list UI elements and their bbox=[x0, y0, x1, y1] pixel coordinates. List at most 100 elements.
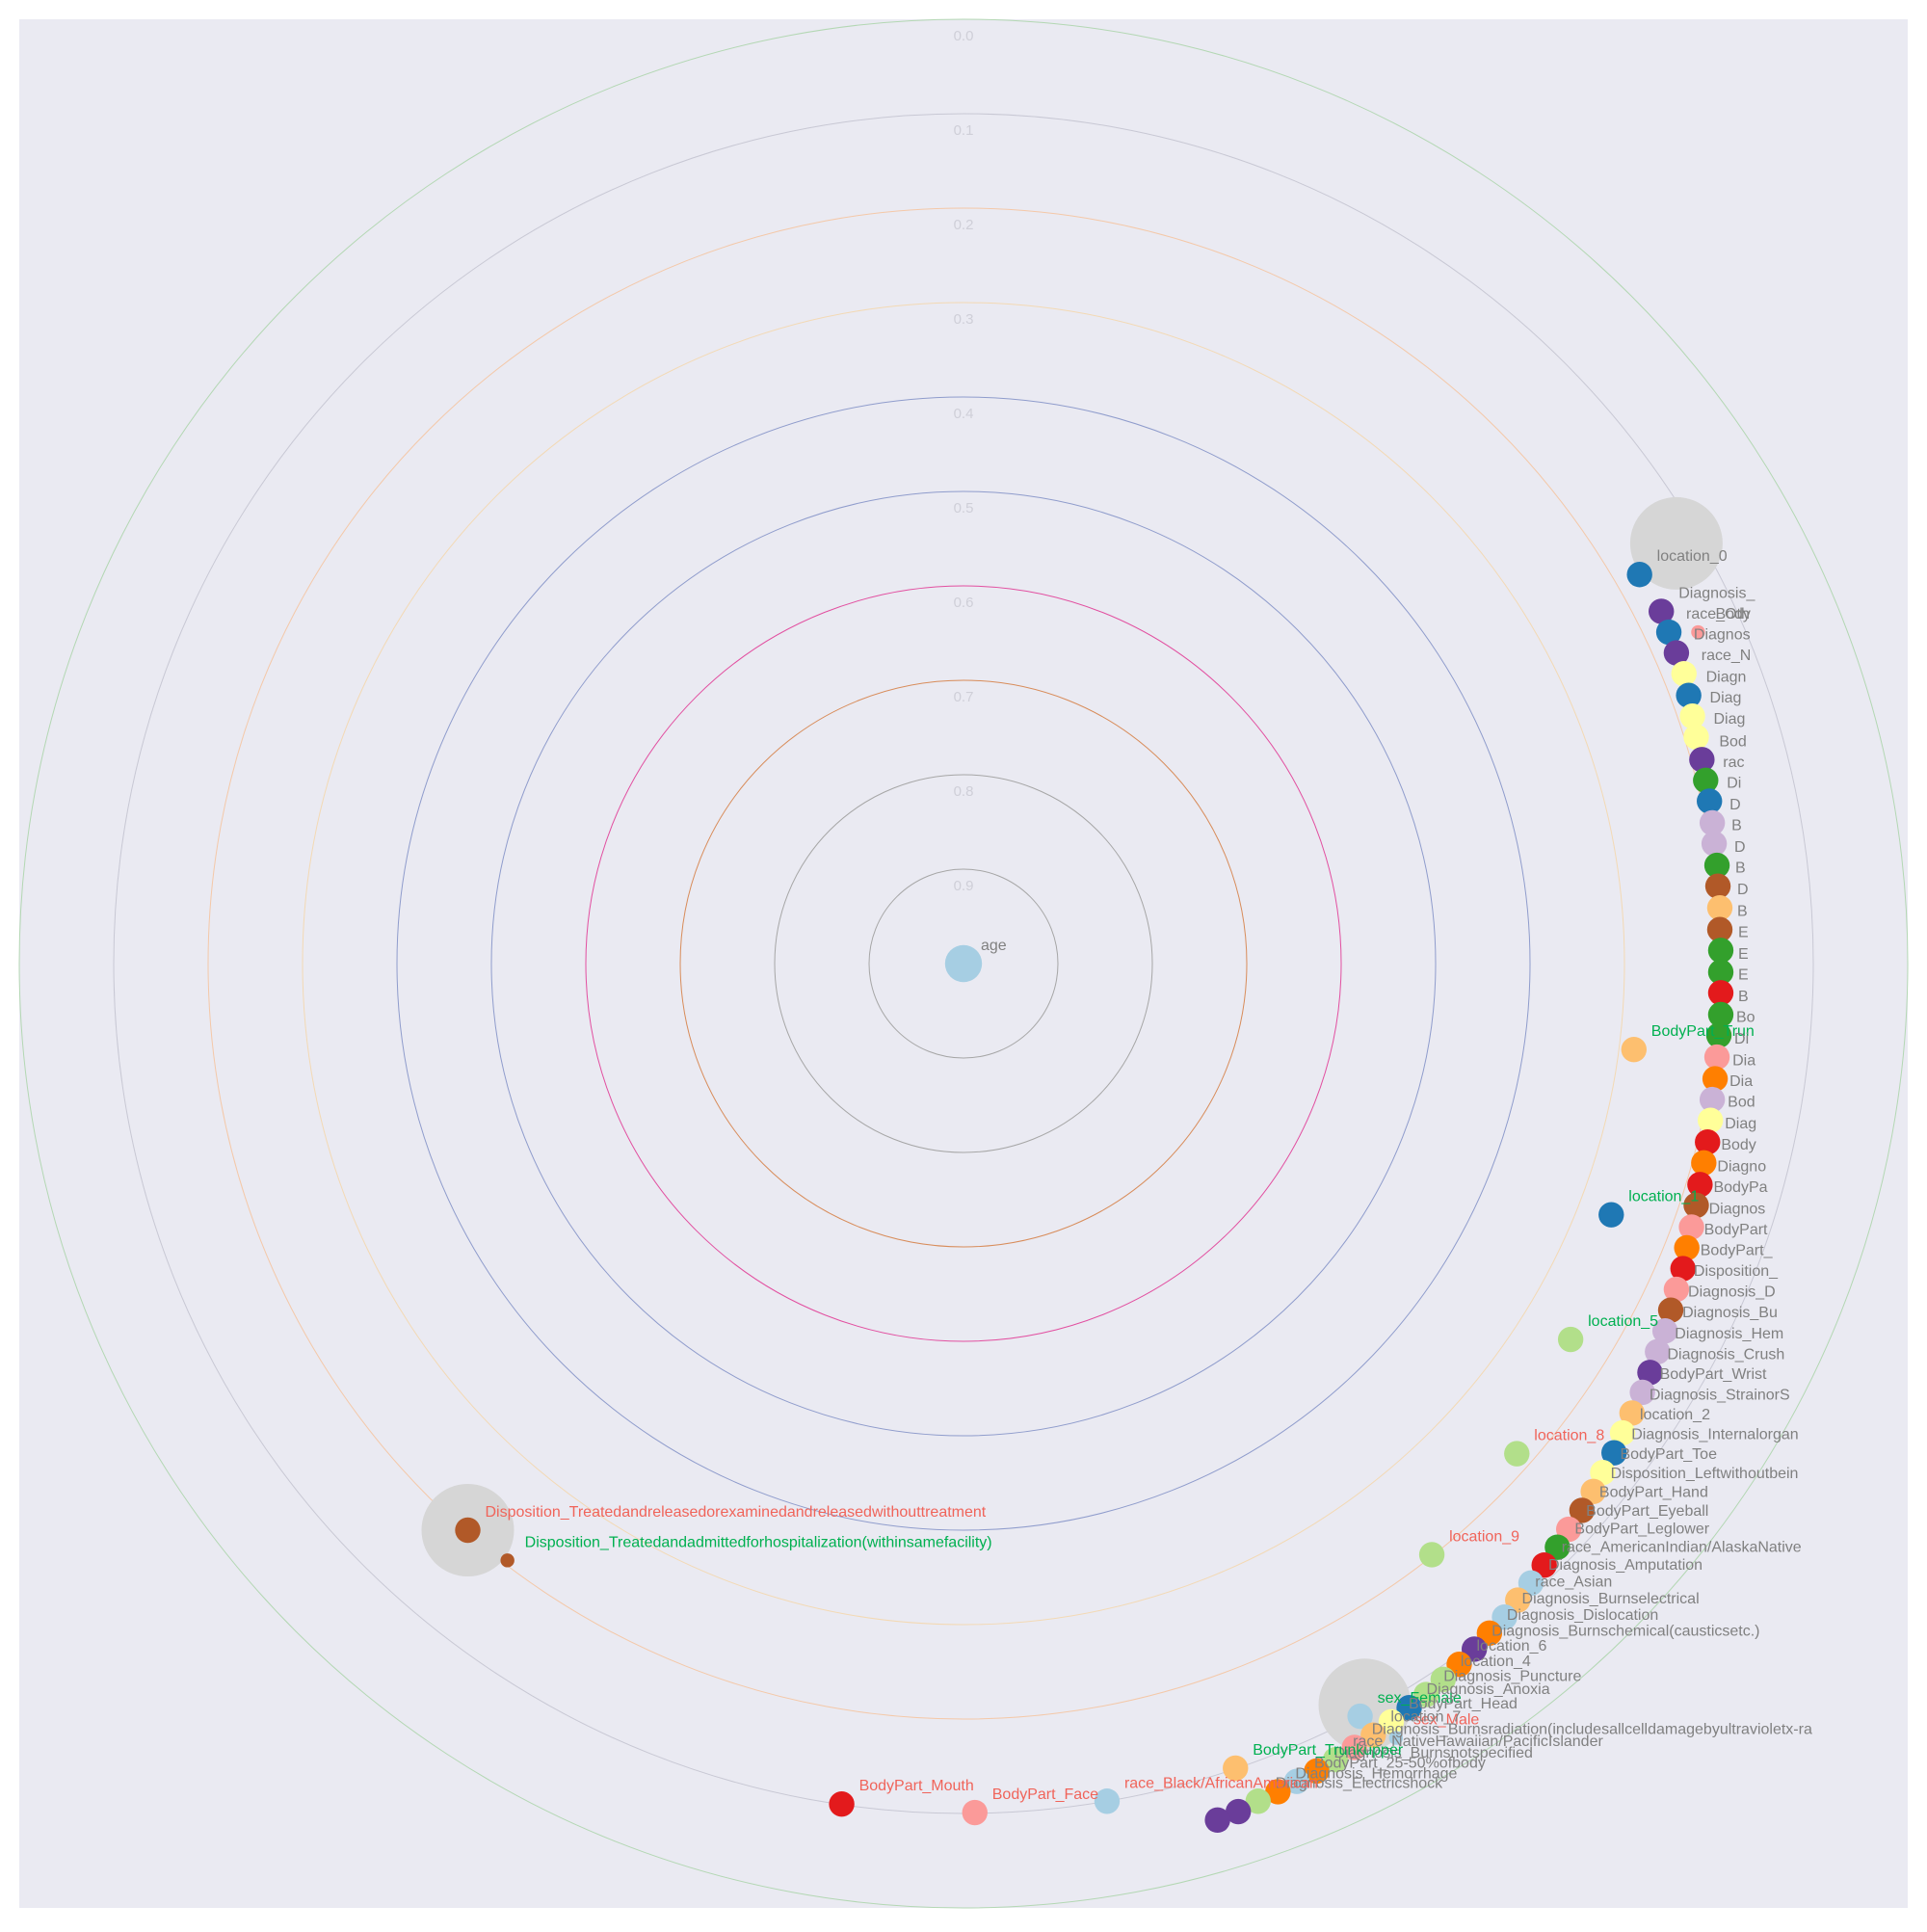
data-point bbox=[1695, 1129, 1721, 1155]
tick-label: 0.8 bbox=[954, 783, 974, 800]
point-label: Di bbox=[1727, 775, 1741, 791]
data-point bbox=[1619, 1400, 1646, 1426]
point-label: location_8 bbox=[1534, 1428, 1604, 1444]
point-label: sex_Male bbox=[1413, 1712, 1480, 1729]
data-point bbox=[1693, 767, 1719, 794]
point-label: Diagnosis_Amputation bbox=[1548, 1557, 1703, 1574]
data-point bbox=[1590, 1460, 1616, 1486]
point-label: race_Black/AfricanAmerican bbox=[1124, 1775, 1318, 1791]
tick-label: 0.6 bbox=[954, 595, 974, 611]
data-point bbox=[1670, 1256, 1696, 1282]
data-point bbox=[1703, 852, 1730, 879]
data-point bbox=[1598, 1202, 1624, 1228]
data-point bbox=[1378, 1708, 1405, 1735]
data-point bbox=[1663, 1276, 1690, 1303]
data-point bbox=[1697, 788, 1723, 814]
point-label: location_6 bbox=[1477, 1638, 1547, 1654]
data-point bbox=[1223, 1755, 1249, 1782]
data-point bbox=[1651, 1318, 1678, 1344]
point-label: location_5 bbox=[1588, 1313, 1658, 1330]
point-label: Diagnos bbox=[1694, 627, 1751, 644]
point-label: location_4 bbox=[1461, 1654, 1531, 1670]
data-point bbox=[1705, 1022, 1732, 1048]
data-point bbox=[1283, 1768, 1310, 1794]
tick-label: 0.1 bbox=[954, 122, 974, 139]
point-label: Diagnosis_D bbox=[1688, 1284, 1776, 1301]
point-label: location_1 bbox=[1628, 1189, 1699, 1205]
data-point bbox=[1094, 1788, 1121, 1814]
point-label: Diagnos bbox=[1709, 1201, 1766, 1217]
tick-label: 0.5 bbox=[954, 500, 974, 516]
point-label: Dia bbox=[1732, 1053, 1755, 1070]
data-point bbox=[1504, 1441, 1530, 1467]
data-point bbox=[1683, 724, 1709, 750]
point-label: race_Asian bbox=[1535, 1575, 1612, 1591]
data-point bbox=[1707, 980, 1734, 1006]
point-label: location_0 bbox=[1657, 548, 1728, 565]
point-label: Diagnosis_StrainorS bbox=[1650, 1387, 1790, 1403]
point-label: BodyPart_Trunkupper bbox=[1253, 1742, 1404, 1759]
point-label: Diagn bbox=[1706, 670, 1747, 686]
data-point bbox=[1678, 1214, 1704, 1240]
point-label: Bod bbox=[1719, 733, 1746, 750]
point-label: race_NativeHawaiian/PacificIslander bbox=[1353, 1734, 1603, 1750]
point-label: E bbox=[1738, 924, 1749, 940]
point-label: Diagnosis_Bu bbox=[1682, 1305, 1778, 1321]
point-label: E bbox=[1738, 946, 1749, 963]
point-label: Body bbox=[1721, 1137, 1755, 1153]
data-point bbox=[1649, 598, 1675, 624]
point-label: Disposition_Treatedandreleasedorexamined… bbox=[486, 1504, 987, 1521]
point-label: Disposition_Treatedandadmittedforhospita… bbox=[525, 1534, 992, 1550]
point-label: Diagnosis_Internalorgan bbox=[1631, 1427, 1798, 1443]
point-label: Disposition_ bbox=[1694, 1263, 1779, 1280]
data-point bbox=[1637, 1360, 1663, 1386]
data-point bbox=[1707, 959, 1734, 986]
tick-label: 0.4 bbox=[954, 406, 974, 422]
data-point bbox=[500, 1553, 515, 1568]
data-point bbox=[1674, 1234, 1700, 1261]
point-label: D bbox=[1734, 839, 1746, 856]
point-label: Bo bbox=[1736, 1009, 1755, 1025]
data-point bbox=[1476, 1620, 1503, 1647]
point-label: BodyPart_Face bbox=[992, 1786, 1098, 1803]
point-label: B bbox=[1735, 860, 1746, 877]
point-label: sex_Female bbox=[1378, 1690, 1462, 1707]
point-label: B bbox=[1738, 989, 1749, 1005]
data-point bbox=[1671, 660, 1697, 687]
data-point bbox=[1360, 1722, 1386, 1748]
point-label: E bbox=[1738, 966, 1749, 983]
point-label: BodyPart_Trun bbox=[1651, 1023, 1755, 1040]
point-label: rac bbox=[1723, 754, 1744, 771]
point-label: Dia bbox=[1729, 1073, 1753, 1090]
point-label: Diag bbox=[1713, 711, 1745, 728]
grid-ring bbox=[585, 585, 1342, 1342]
data-point bbox=[1225, 1798, 1252, 1825]
grid-ring bbox=[490, 490, 1437, 1437]
data-point bbox=[1245, 1788, 1271, 1814]
tick-label: 0.9 bbox=[954, 878, 974, 894]
grid-ring bbox=[679, 679, 1248, 1248]
point-label: Diag bbox=[1725, 1116, 1756, 1132]
data-point bbox=[1601, 1440, 1627, 1466]
point-label: D bbox=[1737, 882, 1749, 898]
data-point bbox=[1491, 1603, 1518, 1630]
cluster-shadow bbox=[1629, 496, 1723, 590]
point-label: Diagnosis_Burnsnotspecified bbox=[1334, 1745, 1533, 1761]
data-point bbox=[1706, 894, 1733, 921]
tick-label: 0.0 bbox=[954, 28, 974, 44]
point-label: D bbox=[1729, 797, 1741, 813]
point-label: BodyPart_Wrist bbox=[1660, 1366, 1767, 1383]
data-point bbox=[1699, 809, 1726, 836]
point-label: Diagnosis_Burnselectrical bbox=[1522, 1591, 1700, 1607]
data-point bbox=[1557, 1326, 1584, 1353]
point-label: Body bbox=[1715, 606, 1750, 622]
data-point bbox=[1663, 640, 1690, 666]
data-point bbox=[944, 944, 983, 983]
point-label: Diagnosis_Electricshock bbox=[1276, 1775, 1443, 1791]
data-point bbox=[1689, 747, 1715, 773]
point-label: BodyPa bbox=[1713, 1179, 1767, 1196]
point-label: Diagnosis_Dislocation bbox=[1507, 1607, 1658, 1624]
data-point bbox=[1430, 1666, 1457, 1693]
data-point bbox=[1691, 1150, 1717, 1176]
data-point bbox=[1621, 1036, 1648, 1063]
